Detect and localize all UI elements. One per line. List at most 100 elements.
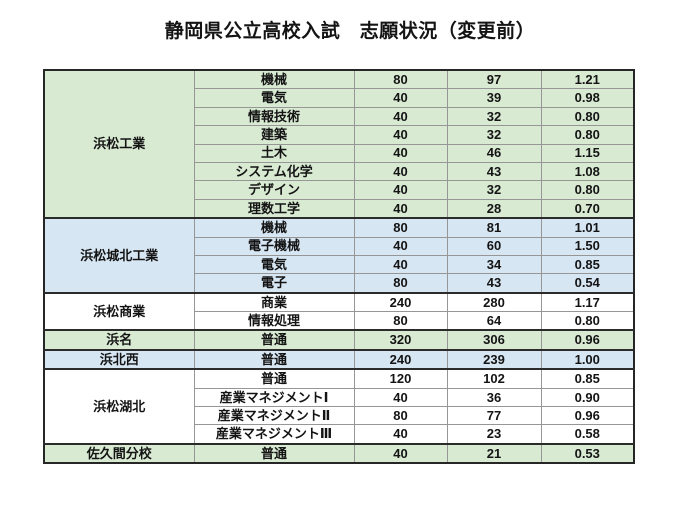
ratio-cell: 1.17: [540, 291, 635, 313]
capacity-cell: 80: [353, 311, 448, 331]
department-cell: 電気: [193, 254, 355, 275]
table-row: 電子機械 40 60 1.50: [44, 236, 635, 256]
applicants-cell: 46: [446, 143, 542, 163]
admissions-table-body: 浜松工業 機械 80 97 1.21 電気 40 39 0.98 情報技術 40 32 0.80 建築 40…: [43, 69, 635, 464]
applicants-cell: 81: [446, 217, 542, 238]
table-row: 土木 40 46 1.15: [44, 143, 635, 163]
department-cell: 普通: [193, 368, 355, 389]
applicants-cell: 36: [446, 387, 542, 408]
department-cell: 情報処理: [193, 311, 355, 331]
table-row: 佐久間分校 普通 40 21 0.53: [43, 442, 635, 464]
applicants-cell: 97: [446, 69, 542, 90]
ratio-cell: 0.80: [540, 125, 635, 145]
ratio-cell: 0.80: [540, 106, 635, 127]
applicants-cell: 21: [446, 442, 542, 464]
applicants-cell: 32: [446, 106, 542, 127]
table-row: 浜名 普通 320 306 0.96: [43, 329, 635, 351]
applicants-cell: 60: [446, 236, 542, 256]
capacity-cell: 40: [353, 143, 448, 163]
ratio-cell: 0.70: [540, 198, 635, 219]
ratio-cell: 0.96: [540, 406, 635, 426]
ratio-cell: 0.96: [540, 329, 635, 351]
applicants-cell: 28: [446, 198, 542, 219]
table-row: 浜北西 普通 240 239 1.00: [43, 348, 635, 370]
capacity-cell: 40: [353, 387, 448, 408]
applicants-cell: 102: [446, 368, 542, 389]
capacity-cell: 40: [353, 88, 448, 108]
department-cell: システム化学: [193, 161, 355, 182]
table-row: 浜松工業 機械 80 97 1.21: [43, 69, 635, 219]
department-cell: 産業マネジメントⅡ: [193, 406, 355, 426]
capacity-cell: 240: [353, 348, 448, 370]
table-row: 浜松城北工業 機械 80 81 1.01: [43, 217, 635, 294]
ratio-cell: 1.08: [540, 161, 635, 182]
ratio-cell: 1.00: [540, 348, 635, 370]
admissions-table: 浜松工業 機械 80 97 1.21 電気 40 39 0.98 情報技術 40 32 0.80 建築 40…: [43, 69, 635, 465]
department-cell: 土木: [193, 143, 355, 163]
applicants-cell: 306: [446, 329, 542, 351]
table-row: 電子 80 43 0.54: [44, 273, 635, 294]
table-row: 産業マネジメントⅢ 40 23 0.58: [44, 424, 635, 445]
capacity-cell: 40: [353, 180, 448, 200]
table-row: 理数工学 40 28 0.70: [44, 198, 635, 219]
ratio-cell: 0.54: [540, 273, 635, 294]
applicants-cell: 43: [446, 273, 542, 294]
capacity-cell: 80: [353, 273, 448, 294]
applicants-cell: 23: [446, 424, 542, 445]
department-cell: 理数工学: [193, 198, 355, 219]
table-row: 電気 40 39 0.98: [44, 88, 635, 108]
department-cell: 産業マネジメントⅠ: [193, 387, 355, 408]
department-cell: 機械: [193, 69, 355, 90]
capacity-cell: 40: [353, 125, 448, 145]
department-cell: 電子: [193, 273, 355, 294]
department-cell: 電子機械: [193, 236, 355, 256]
capacity-cell: 40: [353, 161, 448, 182]
department-cell: 産業マネジメントⅢ: [193, 424, 355, 445]
department-cell: 普通: [193, 329, 355, 351]
table-row: デザイン 40 32 0.80: [44, 180, 635, 200]
ratio-cell: 1.15: [540, 143, 635, 163]
ratio-cell: 0.58: [540, 424, 635, 445]
department-cell: 情報技術: [193, 106, 355, 127]
capacity-cell: 40: [353, 254, 448, 275]
applicants-cell: 64: [446, 311, 542, 331]
table-row: 情報処理 80 64 0.80: [44, 311, 635, 331]
applicants-cell: 280: [446, 291, 542, 313]
capacity-cell: 80: [353, 217, 448, 238]
department-cell: 電気: [193, 88, 355, 108]
table-row: 電気 40 34 0.85: [44, 254, 635, 275]
applicants-cell: 43: [446, 161, 542, 182]
page-title: 静岡県公立高校入試 志願状況（変更前）: [164, 21, 536, 42]
school-name-cell: 浜北西: [43, 348, 195, 370]
applicants-cell: 77: [446, 406, 542, 426]
ratio-cell: 0.80: [540, 180, 635, 200]
table-row: 浜松湖北 普通 120 102 0.85: [43, 368, 635, 445]
ratio-cell: 0.85: [540, 254, 635, 275]
capacity-cell: 80: [353, 406, 448, 426]
department-cell: デザイン: [193, 180, 355, 200]
ratio-cell: 0.53: [540, 442, 635, 464]
table-row: 浜松商業 商業 240 280 1.17: [43, 291, 635, 331]
department-cell: 商業: [193, 291, 355, 313]
applicants-cell: 239: [446, 348, 542, 370]
capacity-cell: 120: [353, 368, 448, 389]
table-row: 産業マネジメントⅡ 80 77 0.96: [44, 406, 635, 426]
applicants-cell: 32: [446, 180, 542, 200]
school-name-cell: 浜名: [43, 329, 195, 351]
applicants-cell: 32: [446, 125, 542, 145]
capacity-cell: 80: [353, 69, 448, 90]
capacity-cell: 40: [353, 424, 448, 445]
ratio-cell: 1.21: [540, 69, 635, 90]
school-name-cell: 佐久間分校: [43, 442, 195, 464]
capacity-cell: 40: [353, 198, 448, 219]
ratio-cell: 1.01: [540, 217, 635, 238]
school-name-cell: 浜松商業: [43, 291, 195, 331]
department-cell: 建築: [193, 125, 355, 145]
ratio-cell: 1.50: [540, 236, 635, 256]
school-name-cell: 浜松工業: [43, 69, 195, 219]
ratio-cell: 0.80: [540, 311, 635, 331]
capacity-cell: 320: [353, 329, 448, 351]
ratio-cell: 0.98: [540, 88, 635, 108]
school-name-cell: 浜松城北工業: [43, 217, 195, 294]
ratio-cell: 0.85: [540, 368, 635, 389]
